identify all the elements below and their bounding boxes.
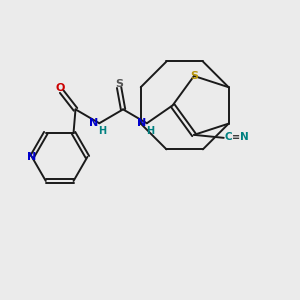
- Text: N: N: [27, 152, 37, 162]
- Text: N: N: [240, 132, 248, 142]
- Text: ≡: ≡: [232, 132, 240, 142]
- Text: S: S: [115, 79, 123, 88]
- Text: H: H: [98, 126, 106, 136]
- Text: S: S: [190, 71, 198, 81]
- Text: N: N: [136, 118, 146, 128]
- Text: H: H: [146, 126, 154, 136]
- Text: N: N: [89, 118, 98, 128]
- Text: O: O: [56, 82, 65, 93]
- Text: C: C: [225, 132, 232, 142]
